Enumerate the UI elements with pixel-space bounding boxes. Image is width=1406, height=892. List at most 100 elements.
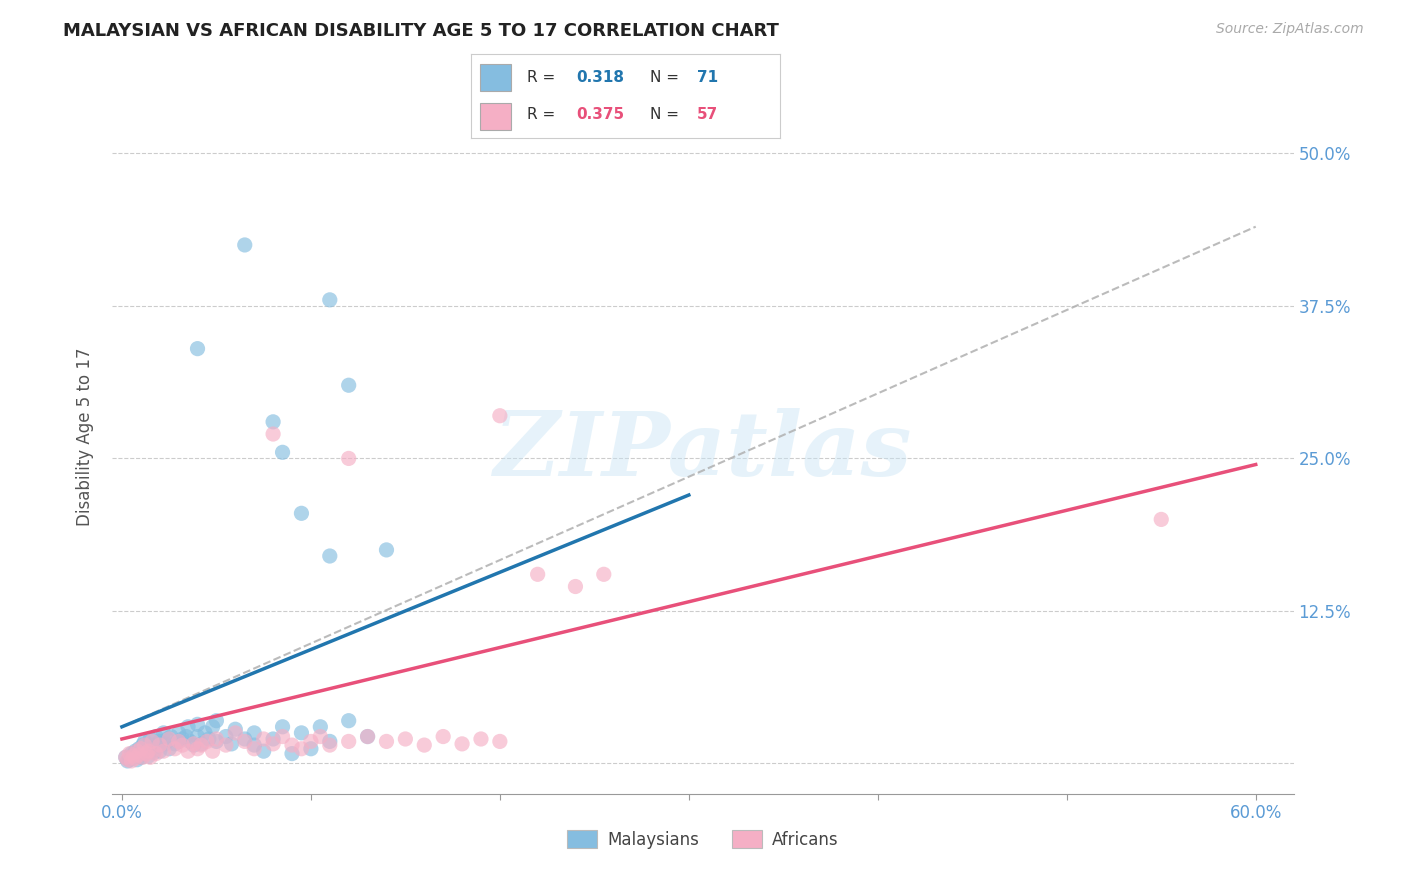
Point (309, 720, 332, 734)
Point (489, 734, 512, 748)
Point (132, 750, 155, 764)
Point (139, 741, 162, 756)
Point (233, 238, 256, 252)
Point (135, 747, 157, 761)
Point (138, 744, 160, 758)
Point (146, 739, 169, 754)
Point (172, 731, 194, 746)
Point (120, 754, 142, 768)
Point (194, 726, 217, 740)
Point (120, 747, 142, 761)
Point (128, 747, 150, 762)
Point (149, 744, 172, 758)
Point (117, 753, 139, 767)
Point (224, 723, 246, 737)
Point (120, 751, 142, 765)
Point (152, 726, 174, 740)
Point (155, 737, 177, 751)
Point (243, 738, 266, 752)
Point (271, 445, 294, 459)
Point (179, 734, 201, 748)
Point (157, 731, 180, 746)
Point (1150, 512, 1173, 526)
Point (149, 738, 172, 752)
Point (129, 746, 152, 760)
Text: Source: ZipAtlas.com: Source: ZipAtlas.com (1216, 22, 1364, 37)
Point (134, 738, 156, 752)
Point (157, 741, 180, 756)
Point (118, 747, 141, 761)
Point (413, 738, 436, 752)
Point (281, 747, 304, 761)
Point (205, 731, 228, 746)
Point (114, 750, 136, 764)
Point (139, 731, 162, 746)
Point (145, 730, 167, 744)
Point (139, 750, 162, 764)
Point (337, 451, 360, 466)
Point (489, 409, 512, 423)
Legend: Malaysians, Africans: Malaysians, Africans (558, 822, 848, 857)
Point (262, 737, 284, 751)
Point (271, 720, 294, 734)
Point (132, 738, 155, 752)
Point (290, 506, 312, 520)
Point (356, 730, 378, 744)
Point (233, 734, 256, 748)
Point (186, 717, 208, 731)
Text: N =: N = (651, 107, 685, 122)
Point (205, 714, 228, 728)
Point (138, 749, 160, 764)
Point (290, 726, 312, 740)
Point (243, 726, 266, 740)
Point (149, 734, 172, 748)
Point (451, 737, 474, 751)
Point (141, 738, 163, 752)
Point (183, 737, 205, 751)
Point (186, 730, 208, 744)
Point (163, 737, 186, 751)
Point (122, 749, 145, 764)
Point (167, 734, 190, 748)
Point (118, 753, 141, 767)
Point (195, 734, 218, 748)
Point (186, 342, 208, 356)
Point (190, 738, 212, 752)
Point (337, 714, 360, 728)
Point (122, 749, 145, 764)
Text: 57: 57 (697, 107, 718, 122)
Point (117, 754, 139, 768)
Point (592, 567, 614, 582)
Point (201, 720, 224, 734)
Text: R =: R = (527, 70, 560, 85)
Text: R =: R = (527, 107, 560, 122)
Point (564, 580, 586, 594)
Point (224, 726, 246, 740)
Point (356, 730, 378, 744)
Point (201, 744, 224, 758)
Point (215, 738, 238, 752)
Point (135, 744, 157, 758)
Point (143, 746, 166, 760)
Point (215, 730, 238, 744)
Point (243, 741, 266, 756)
Point (160, 730, 183, 744)
Point (375, 734, 398, 748)
FancyBboxPatch shape (481, 103, 512, 130)
Point (299, 734, 322, 748)
Point (221, 737, 243, 751)
Point (319, 293, 342, 307)
Point (290, 741, 312, 756)
Point (205, 734, 228, 748)
Point (167, 734, 190, 748)
Point (134, 734, 156, 748)
Point (271, 730, 294, 744)
Point (124, 751, 146, 765)
Text: 0.318: 0.318 (576, 70, 624, 85)
Point (183, 738, 205, 752)
Point (152, 744, 174, 758)
Point (309, 730, 332, 744)
Point (172, 738, 194, 752)
Point (375, 542, 398, 557)
Point (114, 750, 136, 764)
